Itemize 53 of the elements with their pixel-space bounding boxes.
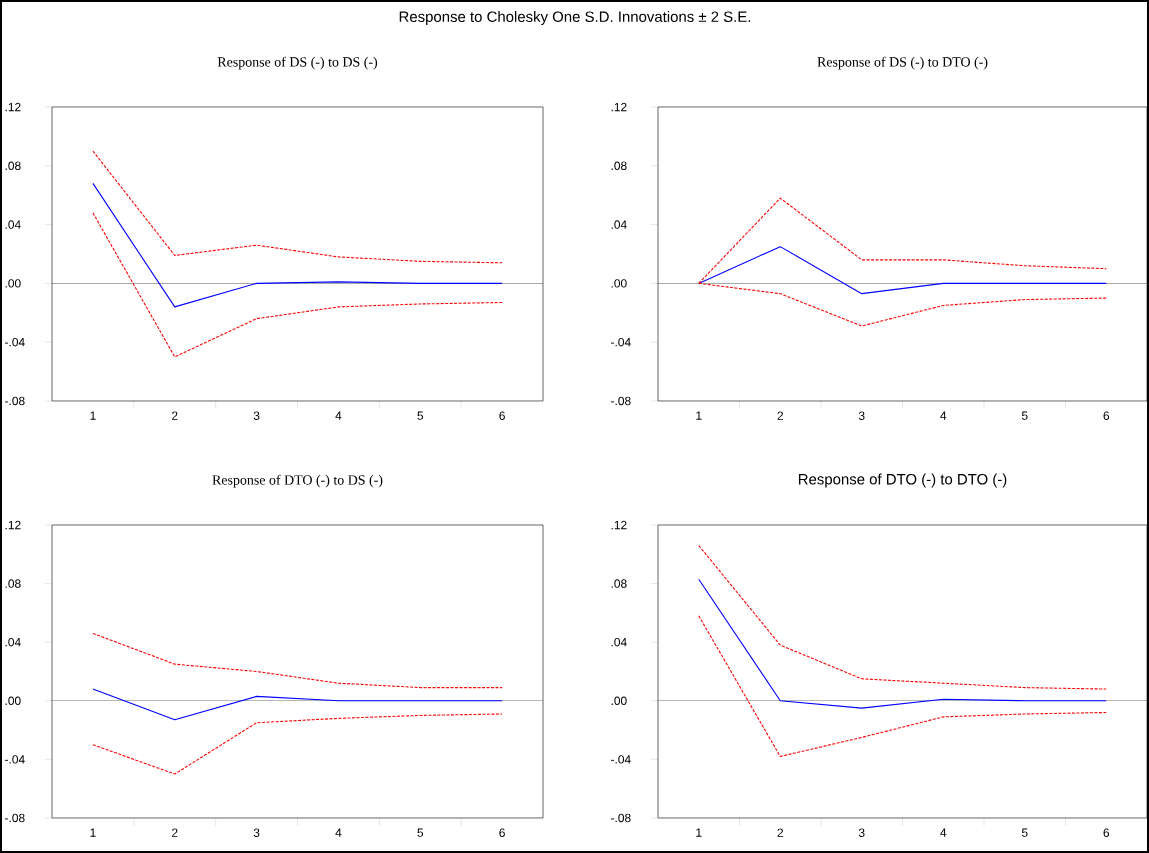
y-tick-label: -.08 [5,396,25,406]
y-tick-label: .00 [5,279,21,288]
y-tick-label: .00 [5,696,21,706]
y-tick-label: -.04 [611,337,631,347]
x-tick-label: 5 [1021,828,1028,837]
y-tick-label: .00 [611,279,627,288]
x-tick-label: 4 [940,828,947,837]
x-tick-label: 3 [858,411,865,420]
x-tick-label: 3 [253,411,260,420]
x-tick-label: 1 [90,411,96,420]
y-tick-label: -.04 [611,755,631,764]
x-tick-label: 2 [777,411,783,420]
y-tick-label: .04 [5,220,21,229]
x-tick-label: 2 [172,411,178,420]
x-tick-label: 4 [335,828,342,837]
x-tick-label: 1 [696,828,702,837]
y-tick-label: .08 [611,579,627,588]
chart-title: Response of DTO (-) to DS (-) [212,474,383,488]
x-tick-label: 6 [1103,828,1110,837]
x-tick-label: 1 [90,828,96,837]
y-tick-label: -.04 [5,755,25,764]
y-tick-label: .04 [611,637,627,647]
x-tick-label: 5 [417,411,424,420]
y-tick-label: -.08 [5,813,25,823]
y-tick-label: .12 [611,102,627,112]
x-tick-label: 4 [940,411,947,420]
y-tick-label: .08 [5,161,21,171]
x-tick-label: 5 [1021,411,1028,420]
x-tick-label: 6 [1103,411,1110,420]
x-tick-label: 6 [499,411,505,420]
chart-title: Response of DS (-) to DTO (-) [817,56,988,70]
x-tick-label: 6 [499,828,505,837]
y-tick-label: .00 [611,696,627,706]
y-tick-label: .08 [5,579,21,588]
x-tick-label: 3 [858,828,865,837]
y-tick-label: .12 [611,520,627,530]
x-tick-label: 3 [253,828,260,837]
chart-title: Response of DS (-) to DS (-) [217,56,378,70]
y-tick-label: -.08 [611,813,631,823]
y-tick-label: .04 [5,637,21,647]
y-tick-label: -.04 [5,337,25,347]
x-tick-label: 2 [172,828,178,837]
y-tick-label: .08 [611,161,627,171]
y-tick-label: .12 [5,520,21,530]
y-tick-label: .12 [5,102,21,112]
y-tick-label: .04 [611,220,627,229]
x-tick-label: 5 [417,828,424,837]
chart-title: Response of DTO (-) to DTO (-) [798,473,1007,488]
y-tick-label: -.08 [611,396,631,406]
x-tick-label: 1 [696,411,702,420]
x-tick-label: 2 [777,828,783,837]
text: Response to Cholesky One S.D. Innovations ± 2 S.E. [399,11,751,25]
x-tick-label: 4 [335,411,342,420]
